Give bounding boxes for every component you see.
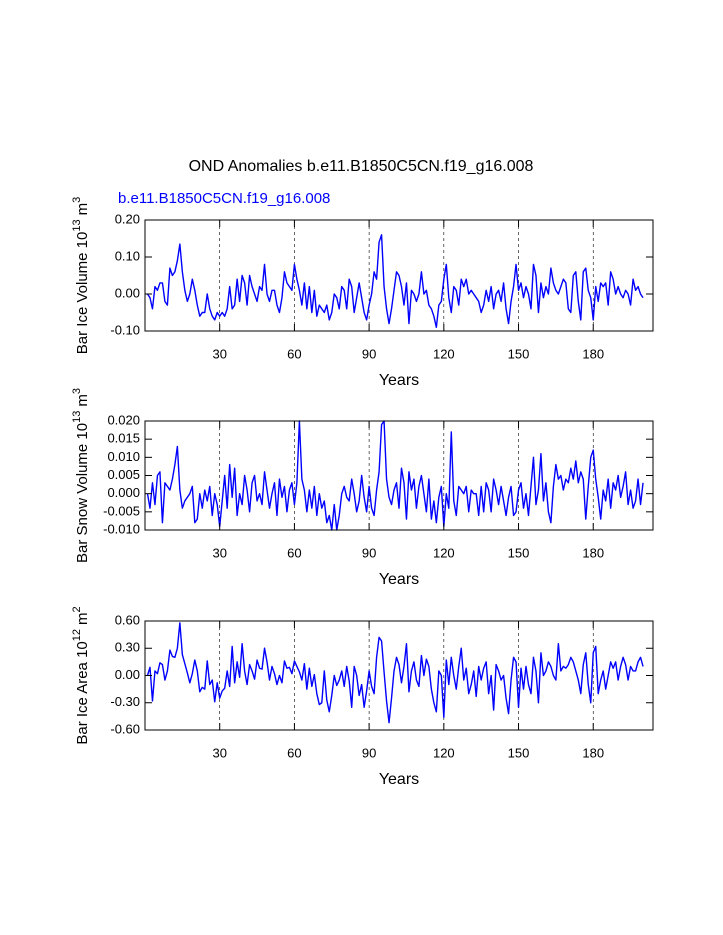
y-axis-title: Bar Snow Volume 1013 m3 — [71, 388, 91, 563]
data-line — [146, 234, 644, 328]
x-tick-label: 30 — [212, 545, 226, 560]
x-axis-title: Years — [379, 372, 419, 389]
x-tick-label: 60 — [287, 545, 301, 560]
panel: 30 60 90 120 150 180 0.20 0.10 0.00 -0.10 Years Bar… — [71, 190, 654, 389]
y-axis-title-unit-exponent: 3 — [71, 197, 83, 203]
y-tick-label: 0.00 — [115, 667, 140, 682]
y-tick-label: -0.30 — [110, 694, 140, 709]
y-tick-label: 0.20 — [115, 211, 140, 226]
x-tick-label: 60 — [287, 745, 301, 760]
x-tick-label: 120 — [433, 745, 455, 760]
x-tick-label: 180 — [582, 545, 604, 560]
x-tick-label: 120 — [433, 545, 455, 560]
x-tick-label: 150 — [508, 346, 530, 361]
y-tick-label: 0.60 — [115, 612, 140, 627]
y-axis-title-exponent: 13 — [71, 219, 83, 231]
x-tick-label: 30 — [212, 745, 226, 760]
y-axis-title-unit-exponent: 2 — [71, 606, 83, 612]
x-tick-label: 90 — [362, 745, 376, 760]
data-line — [146, 622, 644, 724]
y-axis-title-unit-exponent: 3 — [71, 388, 83, 394]
x-tick-label: 90 — [362, 346, 376, 361]
panel: 30 60 90 120 150 180 0.020 0.015 0.010 0.005 0.000… — [71, 388, 654, 588]
y-tick-label: 0.010 — [107, 449, 140, 464]
x-tick-label: 90 — [362, 545, 376, 560]
y-tick-label: -0.60 — [110, 721, 140, 736]
y-axis-title: Bar Ice Volume 1013 m3 — [71, 197, 91, 354]
panel: 30 60 90 120 150 180 0.60 0.30 0.00 -0.30 -0.60 Yea… — [71, 606, 654, 788]
y-tick-label: 0.020 — [107, 412, 140, 427]
y-tick-label: -0.005 — [103, 503, 140, 518]
y-axis-title-exponent: 13 — [71, 411, 83, 423]
y-tick-label: 0.005 — [107, 467, 140, 482]
y-axis-title: Bar Ice Area 1012 m2 — [71, 606, 91, 744]
plot-frame — [144, 219, 654, 332]
y-tick-label: -0.010 — [103, 521, 140, 536]
x-tick-label: 180 — [582, 346, 604, 361]
y-tick-label: 0.00 — [115, 285, 140, 300]
subtitle: b.e11.B1850C5CN.f19_g16.008 — [118, 190, 330, 207]
x-axis-title: Years — [379, 771, 419, 788]
y-tick-label: 0.000 — [107, 485, 140, 500]
y-axis-title-unit: m — [74, 394, 91, 407]
x-tick-label: 30 — [212, 346, 226, 361]
x-tick-label: 180 — [582, 745, 604, 760]
y-tick-label: -0.10 — [110, 322, 140, 337]
y-axis-title-exponent: 12 — [71, 629, 83, 641]
y-axis-title-unit: m — [74, 612, 91, 625]
x-tick-label: 150 — [508, 745, 530, 760]
y-tick-label: 0.10 — [115, 248, 140, 263]
y-axis-title-text: Bar Ice Area 10 — [74, 641, 91, 744]
y-axis-title-text: Bar Ice Volume 10 — [74, 232, 91, 355]
x-axis-title: Years — [379, 571, 419, 588]
x-tick-label: 150 — [508, 545, 530, 560]
data-line — [146, 420, 644, 531]
y-axis-title-unit: m — [74, 203, 91, 216]
y-tick-label: 0.30 — [115, 640, 140, 655]
x-tick-label: 120 — [433, 346, 455, 361]
y-tick-label: 0.015 — [107, 431, 140, 446]
figure-title: OND Anomalies b.e11.B1850C5CN.f19_g16.00… — [189, 158, 534, 175]
x-tick-label: 60 — [287, 346, 301, 361]
y-axis-title-text: Bar Snow Volume 10 — [74, 423, 91, 563]
